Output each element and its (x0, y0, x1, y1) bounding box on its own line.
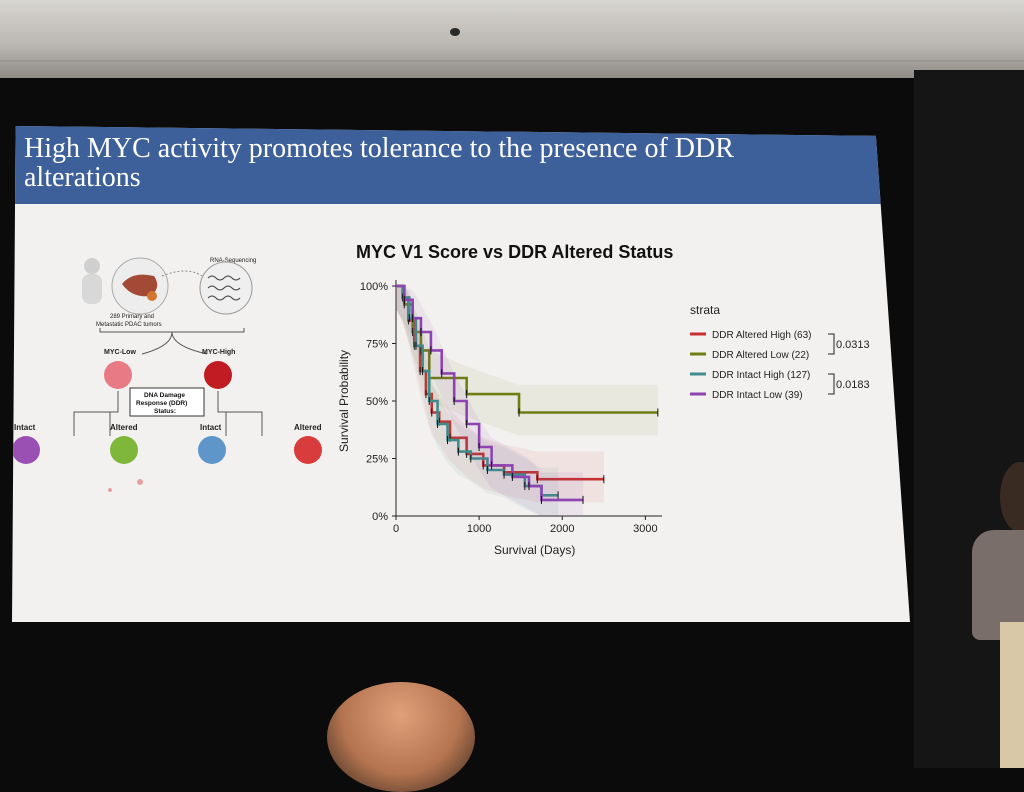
confidence-band (396, 286, 584, 516)
km-survival-chart: MYC V1 Score vs DDR Altered Status Survi… (337, 242, 870, 557)
confidence-band (396, 286, 559, 516)
y-tick-label: 25% (366, 454, 388, 466)
x-tick-label: 3000 (633, 523, 657, 535)
x-tick-label: 1000 (467, 523, 491, 535)
presenter (972, 462, 1024, 768)
legend-title: strata (690, 303, 720, 317)
liver-icon (111, 257, 169, 315)
rna-label: RNA-Sequencing (210, 258, 256, 264)
p-value-label: 0.0313 (836, 339, 870, 351)
myc-low-label: MYC-Low (104, 349, 136, 356)
survival-curve-3 (396, 284, 584, 502)
ddr-status-box (129, 387, 205, 417)
altered-low-cells (110, 436, 138, 464)
ddr-box-line-3: Status: (154, 408, 176, 415)
intact-right-label: Intact (200, 423, 222, 432)
tumor-count-label-1: 289 Primary and (110, 314, 154, 320)
rna-seq-icon (199, 261, 253, 315)
altered-right-label: Altered (294, 423, 322, 432)
intact-high-cells (198, 436, 226, 464)
y-axis-label: Survival Probability (337, 350, 351, 452)
ddr-box-line-1: DNA Damage (144, 392, 185, 399)
speckle (137, 479, 143, 485)
p-value-label: 0.0183 (836, 379, 870, 391)
comparison-bracket (828, 373, 835, 395)
patient-icon (82, 258, 102, 304)
myc-high-label: MYC-High (202, 349, 235, 356)
tumor-count-label-2: Metastatic PDAC tumors (96, 322, 162, 328)
study-schematic: RNA-Sequencing 289 Primary and Metastati… (12, 257, 322, 492)
legend-entry: DDR Altered High (63) (712, 330, 811, 341)
confidence-band (396, 286, 658, 436)
myc-low-cells (104, 361, 132, 389)
ceiling-light (450, 28, 460, 36)
ceiling-seam (0, 60, 1024, 62)
altered-high-cells (294, 436, 322, 464)
intact-low-cells (12, 436, 40, 464)
y-tick-label: 100% (360, 281, 388, 293)
speckle (108, 488, 112, 492)
legend-entry: DDR Intact High (127) (712, 370, 810, 381)
ceiling (0, 0, 1024, 78)
y-tick-label: 50% (366, 396, 388, 408)
legend-entry: DDR Intact Low (39) (712, 390, 803, 401)
y-tick-label: 0% (372, 511, 388, 523)
y-tick-label: 75% (366, 339, 388, 351)
confidence-band (396, 286, 604, 503)
x-axis-label: Survival (Days) (494, 543, 575, 557)
slide-title: High MYC activity promotes tolerance to … (24, 133, 734, 193)
projected-slide: High MYC activity promotes tolerance to … (12, 126, 910, 622)
x-tick-label: 0 (393, 523, 399, 535)
chart-title: MYC V1 Score vs DDR Altered Status (356, 242, 673, 262)
audience-head (327, 682, 475, 792)
slide-title-bar: High MYC activity promotes tolerance to … (12, 126, 910, 204)
ddr-box-line-2: Response (DDR) (136, 400, 187, 407)
legend-entry: DDR Altered Low (22) (712, 350, 809, 361)
myc-high-cells (204, 361, 232, 389)
intact-left-label: Intact (14, 423, 36, 432)
comparison-bracket (828, 333, 835, 355)
x-tick-label: 2000 (550, 523, 574, 535)
survival-curve-1 (396, 284, 658, 414)
altered-left-label: Altered (110, 423, 138, 432)
